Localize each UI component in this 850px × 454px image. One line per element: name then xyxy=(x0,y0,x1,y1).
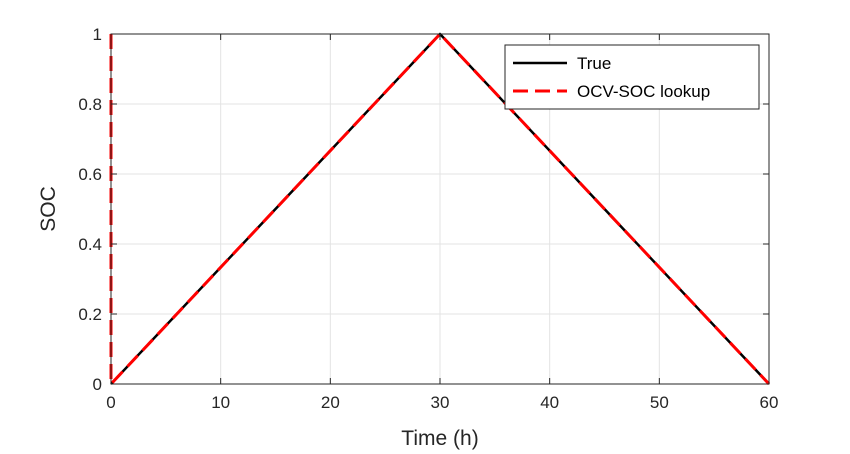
x-tick-label: 20 xyxy=(321,393,340,412)
legend-entry-ocv-soc-lookup: OCV-SOC lookup xyxy=(577,82,710,101)
x-axis-label: Time (h) xyxy=(401,427,478,450)
x-tick-label: 50 xyxy=(650,393,669,412)
y-tick-label: 0.6 xyxy=(78,165,102,184)
y-tick-label: 0 xyxy=(93,375,102,394)
y-tick-label: 0.2 xyxy=(78,305,102,324)
x-tick-label: 60 xyxy=(760,393,779,412)
legend: True OCV-SOC lookup xyxy=(504,44,760,110)
x-tick-label: 10 xyxy=(211,393,230,412)
x-tick-label: 40 xyxy=(540,393,559,412)
legend-entry-true: True xyxy=(577,54,611,73)
y-tick-label: 0.8 xyxy=(78,95,102,114)
y-axis-label: SOC xyxy=(37,186,60,232)
series-line-ocv-soc-lookup xyxy=(109,32,771,386)
x-tick-label: 30 xyxy=(431,393,450,412)
y-tick-label: 0.4 xyxy=(78,235,102,254)
y-tick-label: 1 xyxy=(93,25,102,44)
x-tick-label: 0 xyxy=(106,393,115,412)
ticks: 0 10 20 30 40 50 60 0 0.2 0.4 0.6 0.8 1 xyxy=(78,25,778,412)
legend-box xyxy=(504,44,760,110)
